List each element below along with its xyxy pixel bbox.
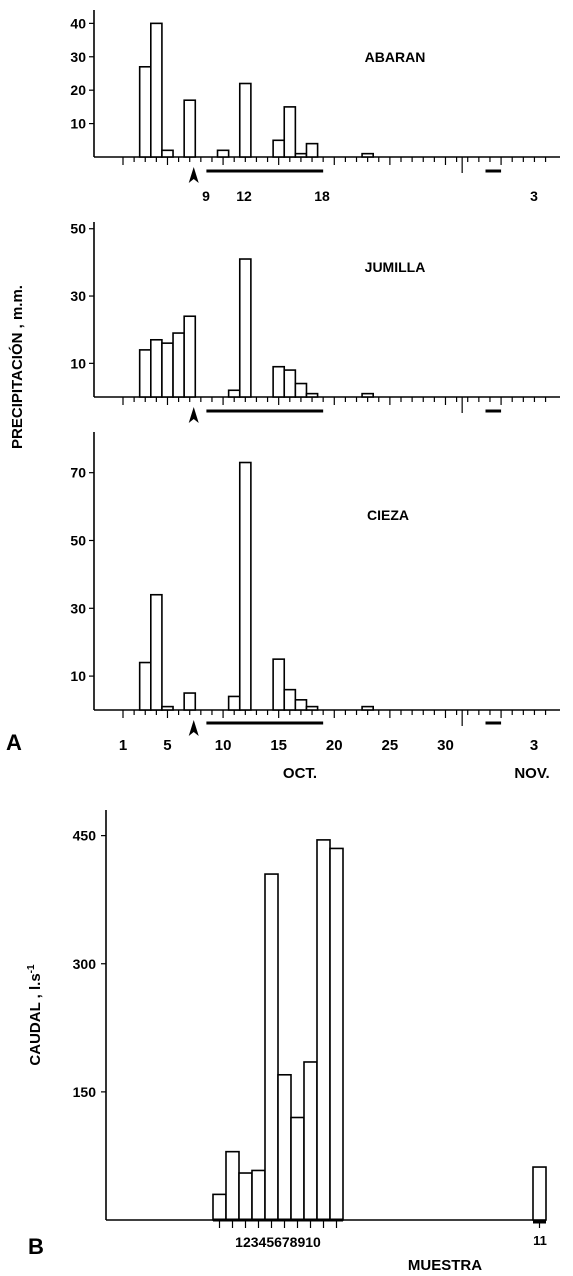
caudal-axis-label: CAUDAL , l.s-1 <box>26 964 44 1066</box>
bar-abaran-day-17 <box>294 152 308 158</box>
y-tick-label-cieza: 30 <box>70 600 86 616</box>
x-tick-label-20: 20 <box>326 737 343 754</box>
precipitation-axis-label: PRECIPITACIÓN , m.m. <box>8 285 26 449</box>
bar-jumilla-day-12 <box>238 258 252 398</box>
bar-caudal-10 <box>329 847 344 1221</box>
chart-title-cieza: CIEZA <box>367 507 409 523</box>
marker-nov-3: 3 <box>530 188 538 204</box>
y-tick-label-jumilla: 30 <box>70 288 86 304</box>
bar-jumilla-day-16 <box>283 369 297 398</box>
x-tick-label-25: 25 <box>382 737 399 754</box>
bar-abaran-day-12 <box>238 82 252 158</box>
y-tick-label-caudal: 150 <box>73 1084 97 1100</box>
bar-cieza-day-18 <box>305 705 319 711</box>
bar-caudal-4 <box>251 1169 266 1221</box>
y-tick-label-abaran: 40 <box>70 15 86 31</box>
bar-cieza-day-11 <box>227 695 241 711</box>
bar-cieza-day-5 <box>161 705 174 711</box>
bar-cieza-day-16 <box>283 688 297 711</box>
y-tick-label-jumilla: 50 <box>70 221 86 237</box>
sample-numbers-label: 12345678910 <box>235 1234 321 1250</box>
marker-day-12: 12 <box>236 188 252 204</box>
bar-abaran-day-16 <box>283 106 297 158</box>
x-tick-label-15: 15 <box>270 737 287 754</box>
bar-caudal-8 <box>303 1061 318 1221</box>
x-axis-label-muestra: MUESTRA <box>408 1257 482 1274</box>
bar-abaran-day-5 <box>161 149 174 158</box>
y-tick-label-cieza: 10 <box>70 668 86 684</box>
x-tick-label-3: 3 <box>530 737 538 754</box>
bar-jumilla-day-11 <box>227 389 241 398</box>
y-tick-label-caudal: 300 <box>73 956 97 972</box>
bar-abaran-day-10 <box>216 149 230 158</box>
x-tick-label-5: 5 <box>163 737 171 754</box>
month-label-nov: NOV. <box>514 765 549 782</box>
bar-cieza-day-4 <box>150 593 163 711</box>
bar-cieza-day-23 <box>361 705 374 711</box>
chart-abaran: ABARAN 10 20 30 40 9 12 18 3 <box>70 10 560 204</box>
bar-cieza-day-12 <box>238 461 252 711</box>
caudal-axis-label-main: CAUDAL , l.s <box>27 973 44 1065</box>
bar-jumilla-day-15 <box>272 365 286 398</box>
y-tick-label-caudal: 450 <box>73 828 97 844</box>
bar-caudal-3 <box>238 1172 253 1221</box>
bar-caudal-7 <box>290 1116 305 1221</box>
bar-caudal-1 <box>212 1193 227 1221</box>
chart-jumilla: JUMILLA 10 30 50 <box>70 221 560 423</box>
bar-abaran-day-3 <box>138 65 152 158</box>
bar-jumilla-day-17 <box>294 382 308 398</box>
bar-caudal-9 <box>316 839 331 1221</box>
bar-caudal-2 <box>225 1150 240 1221</box>
caudal-axis-label-exponent: -1 <box>26 964 37 973</box>
bar-caudal-5 <box>264 873 279 1221</box>
chart-caudal: 150 300 450 12345678910 11 MUESTRA <box>73 810 547 1274</box>
y-tick-label-abaran: 30 <box>70 49 86 65</box>
bar-cieza-day-3 <box>138 661 152 711</box>
bar-cieza-day-17 <box>294 699 308 711</box>
event-arrow-cieza <box>188 720 199 736</box>
bar-abaran-day-18 <box>305 142 319 158</box>
bar-jumilla-day-4 <box>150 338 163 398</box>
x-tick-label-30: 30 <box>437 737 454 754</box>
y-tick-label-abaran: 20 <box>70 82 86 98</box>
bar-abaran-day-23 <box>361 152 374 158</box>
y-tick-label-abaran: 10 <box>70 116 86 132</box>
bar-abaran-day-7 <box>183 99 197 158</box>
bar-abaran-day-15 <box>272 139 286 158</box>
bar-jumilla-day-5 <box>161 342 174 398</box>
bar-jumilla-day-6 <box>172 332 185 398</box>
bar-abaran-day-4 <box>150 22 163 158</box>
marker-day-9: 9 <box>202 188 210 204</box>
bar-cieza-day-15 <box>272 658 286 711</box>
marker-day-18: 18 <box>314 188 330 204</box>
bar-cieza-day-7 <box>183 692 197 711</box>
y-tick-label-cieza: 50 <box>70 532 86 548</box>
y-tick-label-cieza: 70 <box>70 465 86 481</box>
bar-jumilla-day-7 <box>183 315 197 398</box>
event-arrow-jumilla <box>188 407 199 423</box>
panel-label-b: B <box>28 1234 44 1259</box>
month-label-oct: OCT. <box>283 765 317 782</box>
y-tick-label-jumilla: 10 <box>70 355 86 371</box>
bar-jumilla-day-3 <box>138 349 152 398</box>
event-arrow-abaran <box>188 167 199 183</box>
bar-caudal-6 <box>277 1073 292 1221</box>
x-tick-label-1: 1 <box>119 737 127 754</box>
sample-11-label: 11 <box>533 1233 547 1248</box>
chart-title-jumilla: JUMILLA <box>365 259 426 275</box>
bar-jumilla-day-23 <box>361 392 374 398</box>
x-tick-label-10: 10 <box>215 737 232 754</box>
chart-title-abaran: ABARAN <box>365 49 426 65</box>
bar-jumilla-day-18 <box>305 392 319 398</box>
panel-label-a: A <box>6 730 22 755</box>
bar-caudal-11 <box>532 1166 547 1221</box>
